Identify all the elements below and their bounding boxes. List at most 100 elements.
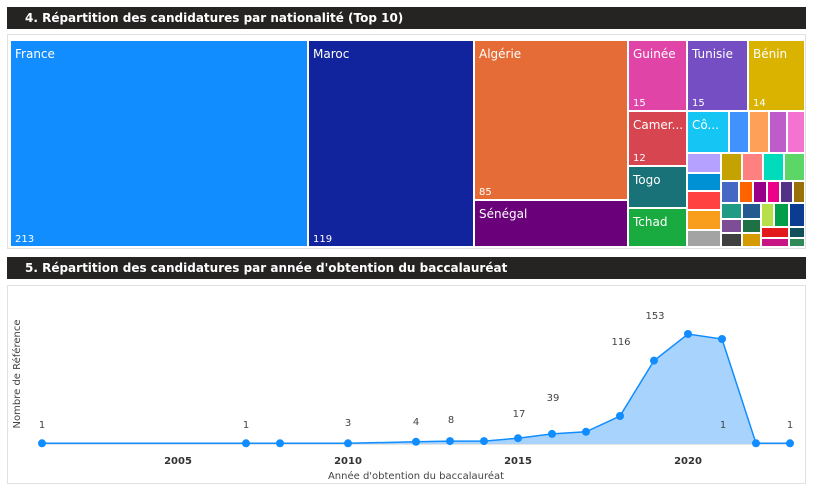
treemap-small-tile[interactable] [762,204,773,226]
data-label: 116 [611,337,630,348]
treemap-tile-value: 14 [753,98,766,109]
treemap-small-tile[interactable] [688,174,720,190]
treemap-tile-value: 213 [15,234,34,245]
treemap-small-tile[interactable] [688,211,720,229]
treemap-small-tile[interactable] [768,182,779,202]
treemap-small-tile[interactable] [790,228,804,237]
treemap-tile[interactable]: Sénégal [475,201,627,246]
y-axis-title: Nombre de Référence [11,320,23,429]
data-point[interactable] [514,434,522,443]
treemap-small-tile[interactable] [762,239,788,246]
treemap-tile-rect [475,41,627,199]
treemap-small-tile[interactable] [762,228,788,237]
treemap-tile[interactable]: Maroc 119 [309,41,473,246]
section-5-title: 5. Répartition des candidatures par anné… [25,261,508,275]
treemap-small-tile[interactable] [722,234,741,246]
treemap-small-tile[interactable] [743,234,760,246]
series-line [42,333,790,445]
data-point[interactable] [786,439,794,448]
treemap-small-tile[interactable] [688,192,720,209]
treemap-tile[interactable]: Guinée 15 [629,41,686,110]
treemap-tile-value: 119 [313,234,332,245]
treemap-small-tile[interactable] [770,112,786,152]
treemap-small-tile[interactable] [740,182,752,202]
treemap-small-tile[interactable] [790,239,804,246]
treemap-small-tile[interactable] [722,220,741,232]
treemap-tile-label: Algérie [479,47,521,61]
data-point[interactable] [276,439,284,448]
treemap-tile[interactable]: Togo [629,167,686,207]
treemap-small-tile[interactable] [788,112,804,152]
data-point[interactable] [684,330,692,338]
x-tick-label: 2010 [334,456,362,467]
data-point[interactable] [752,439,760,448]
data-point[interactable] [650,356,658,365]
treemap-tile[interactable]: Algérie 85 [475,41,627,199]
treemap-tile-rect [475,201,627,246]
treemap-tile-rect [629,167,686,207]
treemap-tile-rect [629,209,686,246]
section-4-header: 4. Répartition des candidatures par nati… [7,7,806,29]
treemap-small-tile[interactable] [688,231,720,246]
data-label: 1 [39,420,45,431]
treemap-small-tile[interactable] [722,204,741,218]
x-axis-title: Année d'obtention du baccalauréat [328,470,504,482]
nationality-treemap: France 213 Maroc 119 Algérie 85 Sénégal Guinée 1… [11,41,804,246]
treemap-tile-value: 15 [692,98,705,109]
data-point[interactable] [480,437,488,446]
treemap-tile-rect [11,41,307,246]
treemap-small-tile[interactable] [754,182,766,202]
treemap-small-tile[interactable] [775,204,788,226]
treemap-small-tile[interactable] [722,154,741,180]
treemap-tile-value: 15 [633,98,646,109]
section-4-title: 4. Répartition des candidatures par nati… [25,11,404,25]
data-point[interactable] [446,437,454,446]
treemap-tile-label: Maroc [313,47,349,61]
treemap-small-tile[interactable] [722,182,738,202]
data-label: 1 [720,420,726,431]
treemap-small-tile[interactable] [785,154,804,180]
data-point[interactable] [38,439,46,448]
treemap-small-tile[interactable] [688,154,720,172]
area-fill [42,334,790,444]
data-point[interactable] [242,439,250,448]
data-label: 153 [645,311,664,322]
treemap-small-tile[interactable] [750,112,768,152]
treemap-tile[interactable]: Tchad [629,209,686,246]
treemap-small-tile[interactable] [790,204,804,226]
x-tick-label: 2015 [504,456,532,467]
treemap-tile-value: 85 [479,187,492,198]
treemap-tile[interactable]: Cô... [688,112,728,152]
treemap-tile[interactable]: Bénin 14 [749,41,804,110]
treemap-tile-label: Togo [632,173,661,187]
treemap-tile-value: 12 [633,153,646,164]
treemap-small-tile[interactable] [743,220,760,232]
treemap-tile[interactable]: France 213 [11,41,307,246]
treemap-tile[interactable]: Tunisie 15 [688,41,747,110]
data-label: 4 [413,417,419,428]
data-label: 1 [243,420,249,431]
treemap-small-tile[interactable] [794,182,804,202]
treemap-small-tile[interactable] [743,204,760,218]
data-label: 17 [513,409,526,420]
treemap-tile-label: Tunisie [691,47,733,61]
treemap-tile[interactable]: Camer... 12 [629,112,686,165]
treemap-tile-rect [688,41,747,110]
treemap-small-tile[interactable] [743,154,762,180]
data-label: 3 [345,418,351,429]
treemap-tile-rect [309,41,473,246]
data-point[interactable] [582,427,590,436]
data-point[interactable] [548,429,556,438]
data-point[interactable] [616,412,624,420]
treemap-tile-label: Sénégal [479,207,527,221]
data-point[interactable] [344,439,352,448]
data-label: 39 [547,393,560,404]
treemap-tile-label: Guinée [633,47,676,61]
data-point[interactable] [412,437,420,446]
treemap-tile-label: Camer... [633,118,683,132]
treemap-tile-label: Bénin [753,47,787,61]
treemap-small-tile[interactable] [764,154,783,180]
data-point[interactable] [718,335,726,343]
treemap-small-tile[interactable] [781,182,792,202]
treemap-small-tile[interactable] [730,112,748,152]
